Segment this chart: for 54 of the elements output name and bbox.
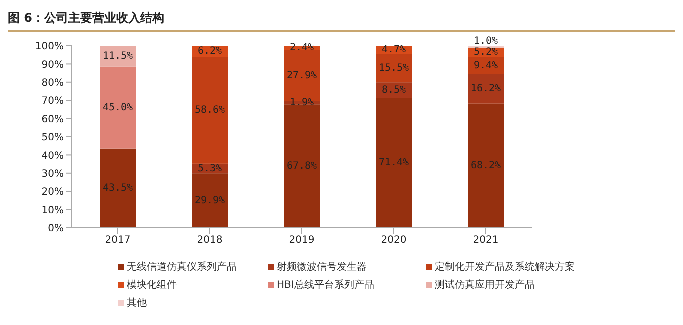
data-label: 71.4% — [378, 158, 410, 169]
bar — [192, 174, 228, 228]
data-label: 1.9% — [290, 97, 314, 108]
x-tick-label: 2018 — [197, 235, 223, 246]
bar — [100, 66, 136, 149]
y-tick-label: 50% — [42, 132, 64, 144]
data-label: 9.4% — [474, 60, 498, 72]
y-tick-label: 70% — [42, 96, 64, 108]
y-tick-label: 60% — [42, 114, 64, 126]
legend-label: 模块化组件 — [127, 278, 177, 292]
y-tick-label: 40% — [42, 150, 64, 162]
legend-label: 测试仿真应用开发产品 — [435, 278, 535, 292]
x-tick-label: 2019 — [289, 235, 315, 246]
data-label: 16.2% — [470, 84, 502, 95]
data-label: 11.5% — [102, 50, 134, 62]
y-tick-label: 30% — [42, 168, 64, 180]
data-label: 68.2% — [470, 160, 502, 172]
data-label: 58.6% — [194, 105, 226, 116]
legend-label: 其他 — [127, 296, 147, 310]
x-tick-label: 2021 — [473, 235, 499, 246]
y-tick-label: 100% — [35, 42, 64, 53]
data-label: 29.9% — [194, 195, 226, 206]
y-tick-label: 80% — [42, 78, 64, 89]
data-label: 2.4% — [290, 42, 314, 54]
bar — [468, 74, 504, 104]
y-tick-label: 0% — [48, 224, 64, 235]
bar — [376, 54, 412, 83]
bar — [100, 46, 136, 67]
bar — [192, 57, 228, 164]
y-tick-label: 90% — [42, 60, 64, 71]
y-tick-label: 20% — [42, 187, 64, 198]
data-label: 5.2% — [474, 47, 498, 58]
bar — [284, 104, 320, 228]
data-label: 15.5% — [378, 62, 410, 74]
legend-label: HBI总线平台系列产品 — [277, 278, 374, 292]
legend-label: 定制化开发产品及系统解决方案 — [435, 260, 575, 274]
data-label: 27.9% — [286, 70, 318, 82]
bar — [100, 148, 136, 228]
bar — [376, 98, 412, 228]
data-label: 8.5% — [382, 84, 406, 96]
data-label: 5.3% — [198, 163, 222, 174]
x-tick-label: 2020 — [381, 235, 407, 246]
data-label: 1.0% — [474, 36, 498, 48]
chart-title: 图 6：公司主要营业收入结构 — [8, 8, 675, 32]
data-label: 4.7% — [382, 44, 406, 56]
y-tick-label: 10% — [42, 205, 64, 216]
data-label: 67.8% — [286, 160, 318, 172]
data-label: 6.2% — [198, 46, 222, 58]
data-label: 43.5% — [102, 182, 134, 194]
bar — [468, 104, 504, 228]
legend-label: 射频微波信号发生器 — [277, 260, 367, 274]
data-label: 45.0% — [102, 102, 134, 114]
legend-label: 无线信道仿真仪系列产品 — [127, 260, 237, 274]
x-tick-label: 2017 — [105, 235, 131, 246]
